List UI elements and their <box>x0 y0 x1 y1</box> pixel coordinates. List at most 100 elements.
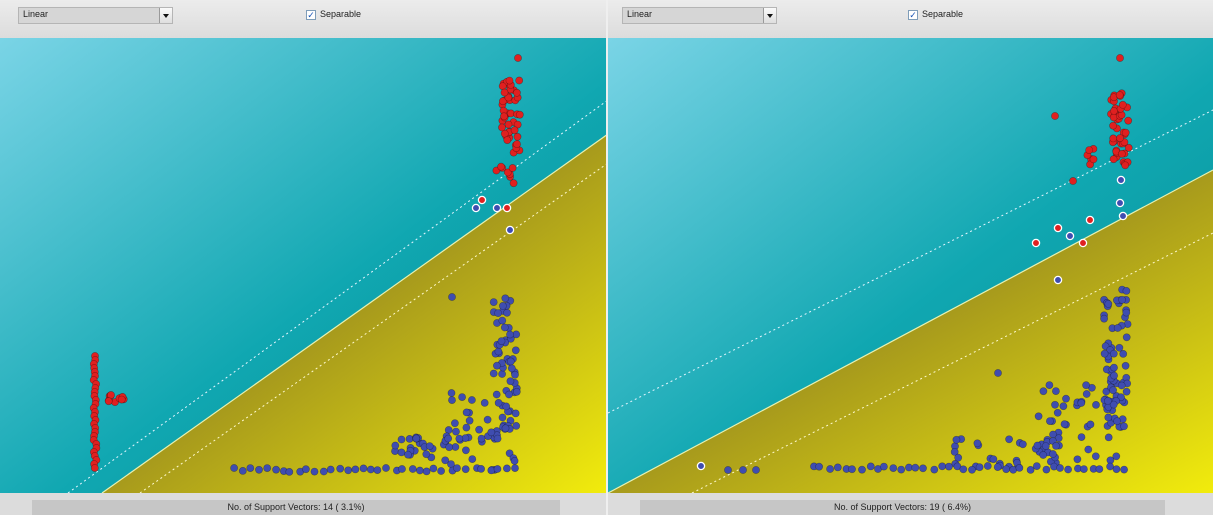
data-point <box>1121 161 1130 170</box>
data-point <box>497 337 506 345</box>
data-point <box>1059 402 1068 411</box>
data-point <box>1042 465 1051 474</box>
data-point <box>422 467 431 476</box>
data-point <box>505 449 514 458</box>
data-point <box>513 120 522 129</box>
panel-divider <box>606 0 609 515</box>
data-point <box>952 435 961 444</box>
support-vector-point <box>1078 238 1088 248</box>
separable-label: Separable <box>320 9 362 19</box>
data-point <box>1110 107 1118 115</box>
data-point <box>1104 413 1113 422</box>
data-point <box>1104 299 1113 308</box>
data-point <box>1095 465 1104 473</box>
data-point <box>1113 417 1121 426</box>
separable-checkbox[interactable]: ✓ <box>908 10 918 20</box>
support-vector-point <box>1031 238 1041 248</box>
data-point <box>504 120 513 129</box>
kernel-select[interactable]: Linear <box>622 7 777 24</box>
data-point <box>498 316 507 325</box>
data-point <box>461 465 470 474</box>
data-point <box>1051 400 1059 409</box>
data-point <box>500 112 508 121</box>
data-point <box>415 466 424 475</box>
data-point <box>373 466 382 474</box>
data-point <box>494 347 503 356</box>
data-point <box>397 435 406 444</box>
data-point <box>1112 465 1121 474</box>
data-point <box>1092 400 1100 409</box>
data-point <box>301 465 310 474</box>
data-point <box>1100 349 1109 358</box>
data-point <box>1039 451 1048 459</box>
data-point <box>1117 393 1125 402</box>
support-vector-point <box>1085 215 1095 225</box>
data-point <box>739 466 747 474</box>
data-point <box>487 428 496 437</box>
data-point <box>1100 314 1108 323</box>
data-point <box>993 463 1002 471</box>
data-point <box>500 129 509 138</box>
plot-area[interactable] <box>0 38 608 493</box>
data-point <box>1073 455 1082 464</box>
data-point <box>465 416 474 425</box>
support-vector-point <box>471 203 481 213</box>
data-point <box>511 370 519 379</box>
data-point <box>1045 381 1054 389</box>
data-point <box>1026 465 1035 474</box>
data-point <box>959 465 968 474</box>
data-point <box>498 370 506 378</box>
support-vector-point <box>696 461 706 471</box>
margin-line <box>67 99 608 493</box>
dropdown-arrow-icon[interactable] <box>159 8 172 23</box>
data-point <box>441 456 450 465</box>
data-point <box>503 168 512 177</box>
data-point <box>512 421 521 430</box>
data-point <box>1124 143 1133 152</box>
data-point <box>382 464 390 472</box>
data-point <box>462 408 471 417</box>
data-point <box>450 419 459 428</box>
data-point <box>503 136 512 144</box>
data-point <box>1104 433 1113 442</box>
data-point <box>1109 386 1117 395</box>
data-point <box>1077 399 1086 407</box>
data-point <box>494 309 502 317</box>
data-point <box>1041 442 1050 450</box>
data-point <box>1086 160 1094 169</box>
dropdown-arrow-icon[interactable] <box>763 8 776 23</box>
data-point <box>1103 396 1112 405</box>
data-point <box>1086 420 1095 429</box>
data-point <box>513 140 521 148</box>
data-point <box>447 389 456 397</box>
data-point <box>1091 452 1100 461</box>
margin-line <box>691 232 1213 493</box>
data-point <box>513 132 522 141</box>
data-point <box>263 464 272 472</box>
data-point <box>461 446 470 455</box>
data-point <box>1069 177 1077 185</box>
separable-checkbox[interactable]: ✓ <box>306 10 316 20</box>
status-box: No. of Support Vectors: 19 ( 6.4%) <box>640 500 1165 515</box>
right-panel: Linear ✓ Separable No. of Support Vector… <box>608 0 1213 515</box>
status-bar: No. of Support Vectors: 14 ( 3.1%) <box>0 493 608 515</box>
data-point <box>90 464 99 472</box>
data-point <box>489 298 498 306</box>
data-point <box>1002 465 1011 474</box>
data-point <box>1018 440 1027 449</box>
support-vector-point <box>1065 231 1075 241</box>
data-point <box>493 434 502 443</box>
plot-area[interactable] <box>608 38 1213 493</box>
data-point <box>983 462 992 470</box>
data-point <box>359 464 368 473</box>
data-point <box>1034 412 1043 421</box>
data-point <box>452 427 460 436</box>
data-point <box>104 397 113 406</box>
data-point <box>879 462 888 471</box>
kernel-select[interactable]: Linear <box>18 7 173 24</box>
data-point <box>462 423 471 432</box>
data-point <box>477 434 486 443</box>
data-point <box>1077 433 1086 441</box>
data-point <box>1110 371 1118 380</box>
data-point <box>511 464 519 472</box>
